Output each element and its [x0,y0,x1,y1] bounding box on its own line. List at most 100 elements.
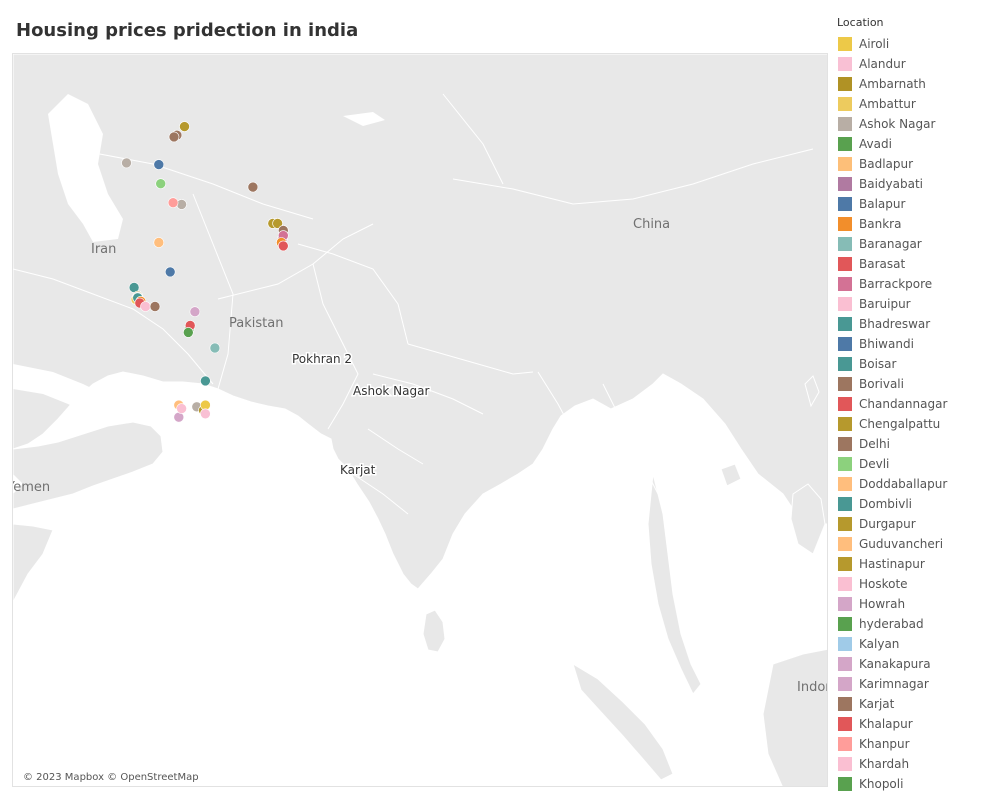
legend-label: Karjat [859,697,895,711]
legend-item[interactable]: Karimnagar [837,674,999,694]
location-point[interactable] [247,181,259,193]
border-line [372,373,484,415]
border-line [352,473,409,515]
location-point[interactable] [209,342,221,354]
location-point[interactable] [121,157,132,169]
legend-label: Kanakapura [859,657,931,671]
legend-item[interactable]: Chengalpattu [837,414,999,434]
location-point[interactable] [272,218,283,229]
legend-item[interactable]: Bhiwandi [837,334,999,354]
legend-label: Barasat [859,257,906,271]
lake-balkhash [343,112,385,126]
location-point[interactable] [183,327,194,338]
city-labels: Pokhran 2 Ashok Nagar Karjat [291,351,431,479]
legend-label: Bankra [859,217,902,231]
legend-item[interactable]: Guduvancheri [837,534,999,554]
legend-item[interactable]: Khalapur [837,714,999,734]
chart-title: Housing prices pridection in india [16,20,359,41]
country-labels: Iran Pakistan China Yemen Indon [13,217,827,695]
location-point[interactable] [164,266,176,278]
legend-item[interactable]: Khopoli [837,774,999,794]
location-point[interactable] [155,178,166,189]
legend-item[interactable]: Khanpur [837,734,999,754]
africa-land [13,523,54,603]
legend-swatch [838,197,852,211]
legend-item[interactable]: Howrah [837,594,999,614]
legend-item[interactable]: Borivali [837,374,999,394]
legend-label: Ashok Nagar [859,117,936,131]
map-view[interactable]: Iran Pakistan China Yemen Indon Pokhran … [12,53,828,787]
location-point[interactable] [149,301,161,312]
border-line [452,148,814,205]
location-point[interactable] [176,403,187,414]
legend-label: Khanpur [859,737,910,751]
border-line [13,268,214,385]
legend-item[interactable]: hyderabad [837,614,999,634]
location-points [121,121,289,423]
sumatra-land [572,662,674,781]
legend-item[interactable]: Alandur [837,54,999,74]
legend-item[interactable]: Delhi [837,434,999,454]
legend-item[interactable]: Khardah [837,754,999,774]
border-line [442,93,504,185]
legend-item[interactable]: Baranagar [837,234,999,254]
legend-swatch [838,577,852,591]
legend-swatch [838,217,852,231]
legend-item[interactable]: Badlapur [837,154,999,174]
legend-label: Bhiwandi [859,337,914,351]
location-point[interactable] [200,408,211,420]
location-point[interactable] [189,306,201,318]
legend-item[interactable]: Ambattur [837,94,999,114]
legend-swatch [838,477,852,491]
legend-item[interactable]: Doddaballapur [837,474,999,494]
basemap: Iran Pakistan China Yemen Indon Pokhran … [13,54,827,786]
border-line [657,398,714,455]
legend-label: Karimnagar [859,677,929,691]
legend-item[interactable]: Hastinapur [837,554,999,574]
legend-item[interactable]: Barrackpore [837,274,999,294]
location-point[interactable] [167,197,179,208]
legend-swatch [838,777,852,791]
legend-item[interactable]: Ambarnath [837,74,999,94]
legend-label: Guduvancheri [859,537,944,551]
legend-label: Doddaballapur [859,477,948,491]
legend-swatch [838,117,852,131]
location-point[interactable] [277,240,289,252]
legend-item[interactable]: Baidyabati [837,174,999,194]
legend-item[interactable]: Bhadreswar [837,314,999,334]
location-point[interactable] [153,237,165,248]
location-point[interactable] [153,159,165,170]
legend-label: Durgapur [859,517,916,531]
legend-label: Balapur [859,197,906,211]
location-point[interactable] [140,301,151,312]
legend-item[interactable]: Bankra [837,214,999,234]
legend-label: Khopoli [859,777,904,791]
location-point[interactable] [179,121,190,132]
legend-item[interactable]: Ashok Nagar [837,114,999,134]
legend-item[interactable]: Airoli [837,34,999,54]
eurasia-land [13,54,827,590]
legend-item[interactable]: Hoskote [837,574,999,594]
border-line [297,243,409,345]
legend-item[interactable]: Baruipur [837,294,999,314]
legend-item[interactable]: Kalyan [837,634,999,654]
legend-item[interactable]: Avadi [837,134,999,154]
legend-items: Airoli Alandur Ambarnath Ambattur Ashok Naga… [837,34,999,794]
legend-item[interactable]: Kanakapura [837,654,999,674]
legend-item[interactable]: Boisar [837,354,999,374]
legend-item[interactable]: Chandannagar [837,394,999,414]
legend-item[interactable]: Balapur [837,194,999,214]
legend-item[interactable]: Barasat [837,254,999,274]
malay-land [647,473,702,695]
legend-swatch [838,597,852,611]
legend-label: Boisar [859,357,897,371]
philippines-land [790,483,826,555]
legend-title: Location [837,16,884,29]
location-point[interactable] [168,131,180,143]
legend-item[interactable]: Devli [837,454,999,474]
legend-item[interactable]: Durgapur [837,514,999,534]
location-point[interactable] [200,375,211,387]
sri-lanka-land [422,609,446,653]
legend-item[interactable]: Karjat [837,694,999,714]
legend-item[interactable]: Dombivli [837,494,999,514]
